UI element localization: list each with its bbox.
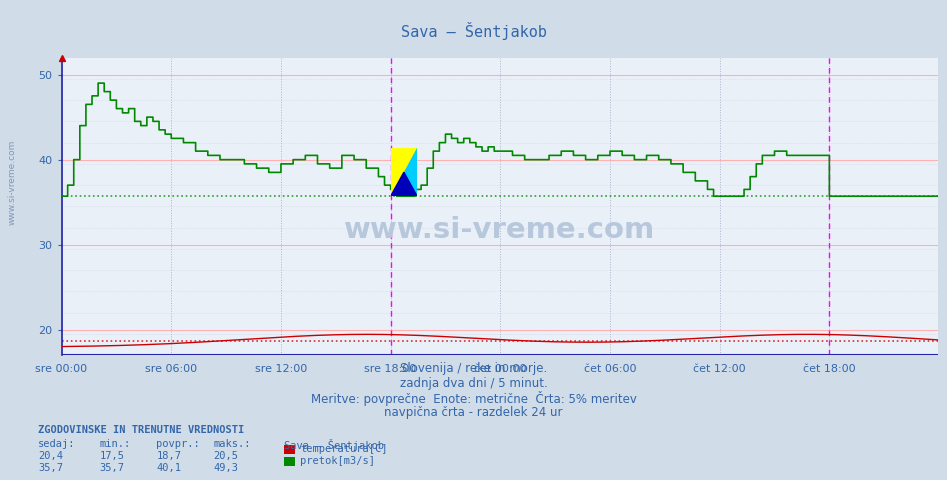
Text: 20,4: 20,4 — [38, 451, 63, 461]
Text: 40,1: 40,1 — [156, 463, 181, 473]
Text: 18,7: 18,7 — [156, 451, 181, 461]
Text: 20,5: 20,5 — [213, 451, 238, 461]
Text: temperatura[C]: temperatura[C] — [300, 444, 387, 454]
Text: ZGODOVINSKE IN TRENUTNE VREDNOSTI: ZGODOVINSKE IN TRENUTNE VREDNOSTI — [38, 425, 244, 435]
Bar — [284, 457, 295, 466]
Text: Slovenija / reke in morje.: Slovenija / reke in morje. — [400, 362, 547, 375]
Text: www.si-vreme.com: www.si-vreme.com — [8, 140, 17, 225]
Text: sedaj:: sedaj: — [38, 439, 76, 449]
Text: zadnja dva dni / 5 minut.: zadnja dva dni / 5 minut. — [400, 377, 547, 390]
Polygon shape — [390, 172, 417, 196]
Text: Sava – Šentjakob: Sava – Šentjakob — [401, 22, 546, 40]
Polygon shape — [390, 148, 417, 196]
Text: Meritve: povprečne  Enote: metrične  Črta: 5% meritev: Meritve: povprečne Enote: metrične Črta:… — [311, 391, 636, 406]
Text: www.si-vreme.com: www.si-vreme.com — [344, 216, 655, 244]
Polygon shape — [390, 148, 417, 196]
Text: maks.:: maks.: — [213, 439, 251, 449]
Bar — [284, 445, 295, 454]
Text: 49,3: 49,3 — [213, 463, 238, 473]
Text: 35,7: 35,7 — [38, 463, 63, 473]
Text: navpična črta - razdelek 24 ur: navpična črta - razdelek 24 ur — [384, 406, 563, 419]
Text: min.:: min.: — [99, 439, 131, 449]
Text: povpr.:: povpr.: — [156, 439, 200, 449]
Text: pretok[m3/s]: pretok[m3/s] — [300, 456, 375, 466]
Text: 17,5: 17,5 — [99, 451, 124, 461]
Text: Sava – Šentjakob: Sava – Šentjakob — [284, 439, 384, 451]
Text: 35,7: 35,7 — [99, 463, 124, 473]
